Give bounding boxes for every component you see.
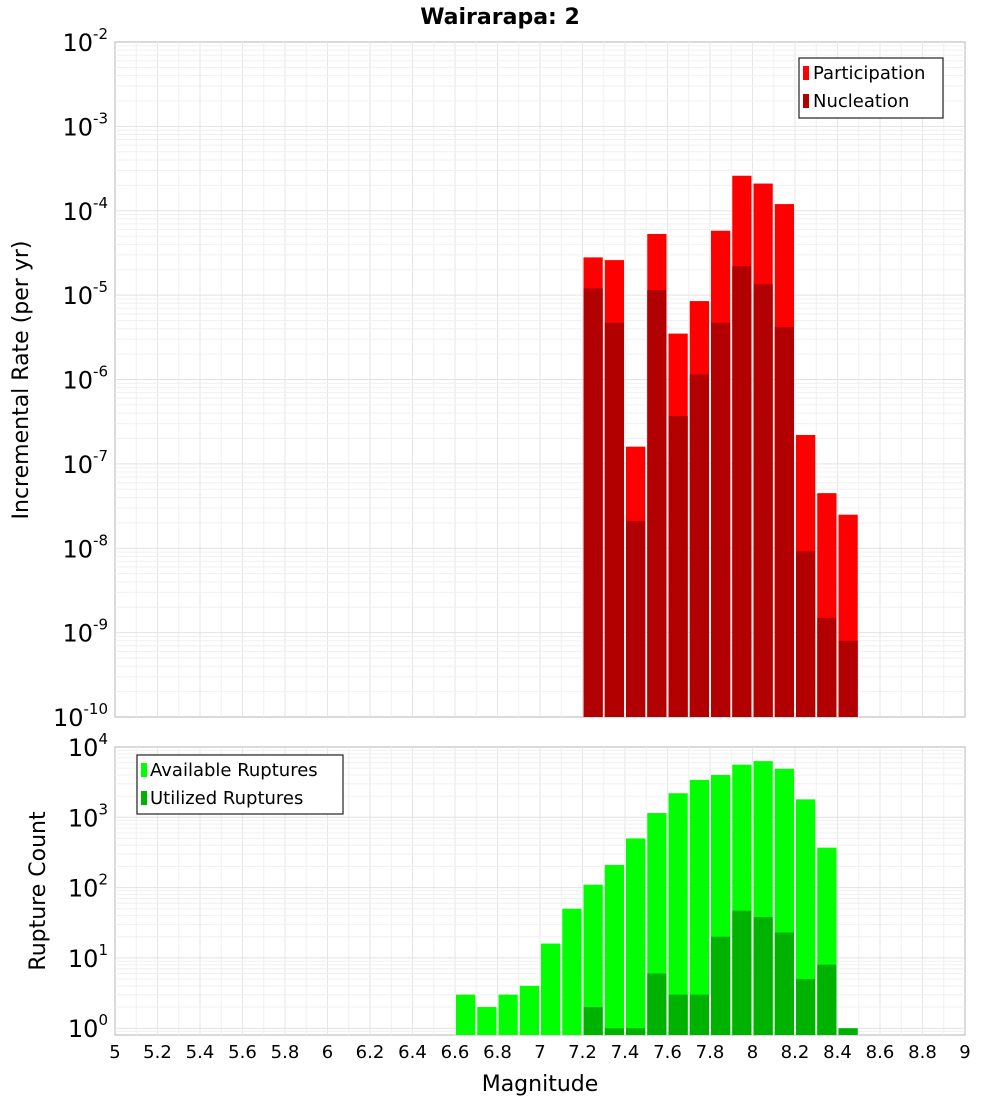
count-y-tick-label: 102 — [68, 871, 108, 903]
rate-bar-s1 — [626, 521, 646, 717]
x-tick-label: 7.4 — [611, 1042, 640, 1063]
rate-y-tick-label: 10-5 — [62, 278, 108, 310]
count-bar-s1 — [668, 994, 688, 1035]
rate-y-tick-label: 10-10 — [53, 700, 108, 732]
rate-bar-s1 — [774, 326, 794, 717]
x-tick-label: 6.8 — [483, 1042, 512, 1063]
count-bar-s1 — [796, 979, 816, 1035]
nucleation-legend-swatch — [803, 94, 809, 108]
count-bar-s1 — [753, 917, 773, 1035]
x-tick-label: 7.6 — [653, 1042, 682, 1063]
count-y-ticks: 104 103 102 101 100 — [68, 730, 108, 1043]
x-tick-label: 7 — [534, 1042, 545, 1063]
rate-bar-s1 — [583, 288, 603, 717]
x-tick-label: 6 — [322, 1042, 333, 1063]
count-y-tick-label: 103 — [68, 800, 108, 832]
count-bar-s0 — [796, 799, 816, 1035]
nucleation-legend-label: Nucleation — [813, 91, 909, 112]
utilized-legend-swatch — [141, 791, 147, 805]
x-tick-label: 5 — [109, 1042, 120, 1063]
rate-legend-box — [798, 57, 944, 119]
x-tick-label: 5.6 — [228, 1042, 257, 1063]
count-bar-s0 — [519, 985, 539, 1035]
count-y-tick-label: 100 — [68, 1011, 108, 1043]
count-bar-s0 — [477, 1007, 497, 1035]
count-legend: Available Ruptures Utilized Ruptures — [136, 754, 344, 815]
rate-bar-s1 — [647, 290, 667, 717]
x-axis-label: Magnitude — [482, 1072, 599, 1097]
rate-bar-s1 — [668, 415, 688, 717]
rate-bars — [583, 175, 858, 718]
count-bar-s1 — [604, 1028, 624, 1035]
count-bar-s0 — [456, 994, 476, 1035]
count-bar-s0 — [562, 908, 582, 1035]
participation-legend-swatch — [803, 66, 809, 80]
rate-bar-s1 — [732, 266, 752, 717]
count-bar-s1 — [817, 964, 837, 1035]
x-tick-labels: 5 5.2 5.4 5.6 5.8 6 6.2 6.4 6.6 6.8 7 7.2 7.4 7.6 7.8 8… — [109, 1042, 970, 1063]
rate-bar-s1 — [604, 322, 624, 717]
count-bar-s0 — [583, 884, 603, 1035]
rate-y-ticks: 10-2 10-3 10-4 10-5 10-6 10-7 10-8 10-9 10-10 — [53, 25, 108, 732]
rate-grid — [115, 42, 965, 717]
rate-y-tick-label: 10-2 — [62, 25, 108, 57]
count-bar-s0 — [541, 943, 561, 1035]
utilized-legend-label: Utilized Ruptures — [150, 788, 303, 809]
rate-legend: Participation Nucleation — [798, 57, 944, 119]
count-panel: 104 103 102 101 100 5 5.2 5.4 5.6 5.8 6 6.2 6.4 6.6 6… — [26, 730, 971, 1097]
count-bar-s1 — [647, 973, 667, 1035]
rate-y-tick-label: 10-4 — [62, 194, 108, 226]
x-tick-label: 6.6 — [441, 1042, 470, 1063]
rate-y-tick-label: 10-3 — [62, 109, 108, 141]
x-tick-label: 6.4 — [398, 1042, 427, 1063]
rate-bar-s1 — [753, 284, 773, 717]
rate-y-axis-label: Incremental Rate (per yr) — [9, 241, 34, 520]
rate-y-tick-label: 10-7 — [62, 447, 108, 479]
x-tick-label: 5.4 — [186, 1042, 215, 1063]
count-bars — [456, 761, 858, 1035]
x-tick-label: 7.8 — [696, 1042, 725, 1063]
x-tick-label: 8.2 — [781, 1042, 810, 1063]
x-tick-label: 6.2 — [356, 1042, 385, 1063]
count-legend-box — [136, 754, 344, 815]
count-y-tick-label: 101 — [68, 941, 108, 973]
count-y-tick-label: 104 — [68, 730, 108, 762]
count-bar-s1 — [774, 932, 794, 1035]
participation-legend-label: Participation — [813, 63, 925, 84]
count-bar-s1 — [711, 936, 731, 1035]
count-bar-s1 — [583, 1007, 603, 1035]
x-tick-label: 8.4 — [823, 1042, 852, 1063]
count-bar-s1 — [689, 994, 709, 1035]
x-tick-label: 8.6 — [866, 1042, 895, 1063]
rate-bar-s1 — [817, 617, 837, 717]
count-bar-s0 — [668, 793, 688, 1035]
chart-title: Wairarapa: 2 — [420, 5, 580, 30]
rate-bar-s1 — [838, 640, 858, 717]
rate-y-tick-label: 10-6 — [62, 363, 108, 395]
count-bar-s0 — [498, 994, 518, 1035]
rate-bar-s1 — [711, 322, 731, 717]
x-tick-label: 8.8 — [908, 1042, 937, 1063]
count-bar-s0 — [626, 838, 646, 1035]
rate-y-tick-label: 10-9 — [62, 616, 108, 648]
rate-panel: 10-2 10-3 10-4 10-5 10-6 10-7 10-8 10-9 10-10 In… — [9, 25, 966, 732]
available-legend-label: Available Ruptures — [150, 760, 318, 781]
x-tick-label: 7.2 — [568, 1042, 597, 1063]
x-tick-label: 8 — [747, 1042, 758, 1063]
available-legend-swatch — [141, 763, 147, 777]
x-tick-label: 9 — [959, 1042, 970, 1063]
count-bar-s0 — [604, 864, 624, 1035]
rate-bar-s1 — [689, 374, 709, 717]
rate-bar-s1 — [796, 551, 816, 717]
x-tick-label: 5.2 — [143, 1042, 172, 1063]
count-bar-s1 — [626, 1028, 646, 1035]
x-tick-label: 5.8 — [271, 1042, 300, 1063]
count-bar-s1 — [732, 910, 752, 1035]
count-bar-s0 — [689, 779, 709, 1035]
rate-y-tick-label: 10-8 — [62, 531, 108, 563]
count-bar-s1 — [838, 1028, 858, 1035]
count-y-axis-label: Rupture Count — [26, 811, 51, 971]
